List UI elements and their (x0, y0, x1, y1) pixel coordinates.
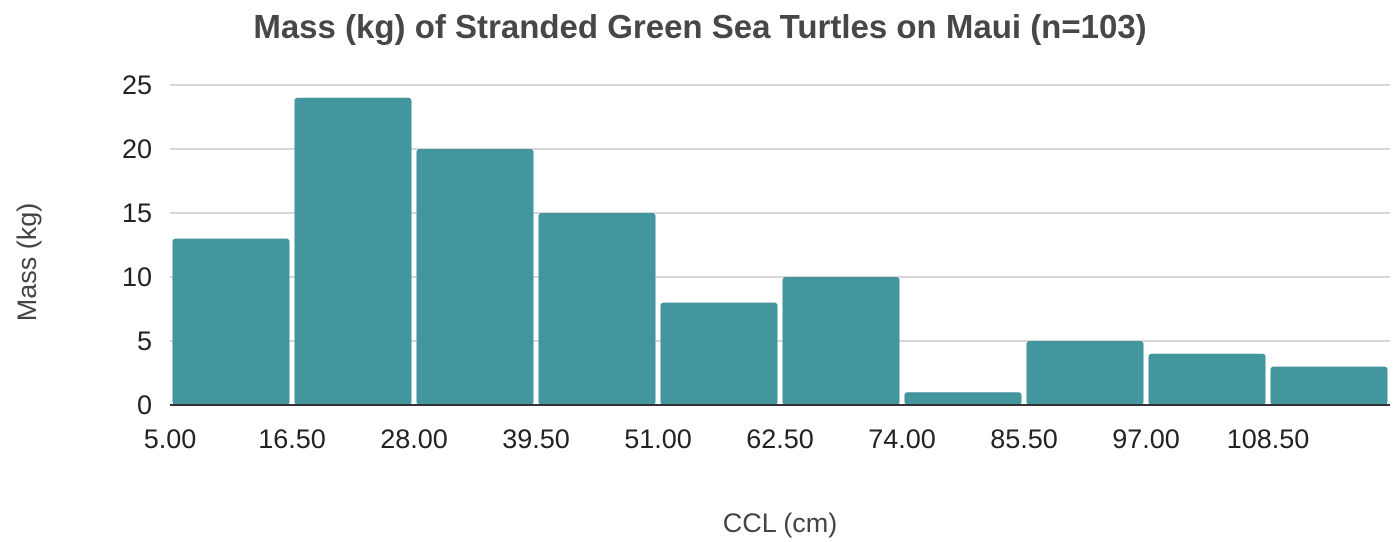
x-tick-label: 62.50 (746, 424, 814, 454)
x-tick-label: 28.00 (380, 424, 448, 454)
histogram-bar (904, 392, 1022, 405)
y-tick-label: 25 (122, 70, 152, 100)
chart-title: Mass (kg) of Stranded Green Sea Turtles … (253, 8, 1146, 45)
y-tick-labels: 0 5 10 15 20 25 (122, 70, 152, 420)
x-axis-label: CCL (cm) (723, 508, 838, 538)
y-tick-label: 5 (137, 326, 152, 356)
bars (172, 97, 1388, 406)
histogram-bar (782, 277, 900, 405)
x-tick-label: 51.00 (624, 424, 692, 454)
y-tick-label: 0 (137, 390, 152, 420)
x-tick-label: 97.00 (1112, 424, 1180, 454)
y-tick-label: 10 (122, 262, 152, 292)
x-tick-labels: 5.00 16.50 28.00 39.50 51.00 62.50 74.00 85.50 9… (144, 424, 1310, 454)
x-tick-label: 39.50 (502, 424, 570, 454)
histogram-bar (1270, 366, 1388, 405)
histogram-bar (1026, 341, 1144, 405)
y-tick-label: 15 (122, 198, 152, 228)
histogram-bar (660, 302, 778, 405)
histogram-bar (416, 149, 534, 405)
histogram-bar (172, 238, 290, 405)
histogram-bar (538, 213, 656, 405)
x-tick-label: 108.50 (1227, 424, 1310, 454)
x-tick-label: 16.50 (258, 424, 326, 454)
histogram-bar (294, 97, 412, 406)
x-tick-label: 74.00 (868, 424, 936, 454)
y-axis-label: Mass (kg) (12, 203, 42, 322)
y-tick-label: 20 (122, 134, 152, 164)
x-tick-label: 85.50 (990, 424, 1058, 454)
x-tick-label: 5.00 (144, 424, 197, 454)
histogram-bar (1148, 353, 1266, 405)
